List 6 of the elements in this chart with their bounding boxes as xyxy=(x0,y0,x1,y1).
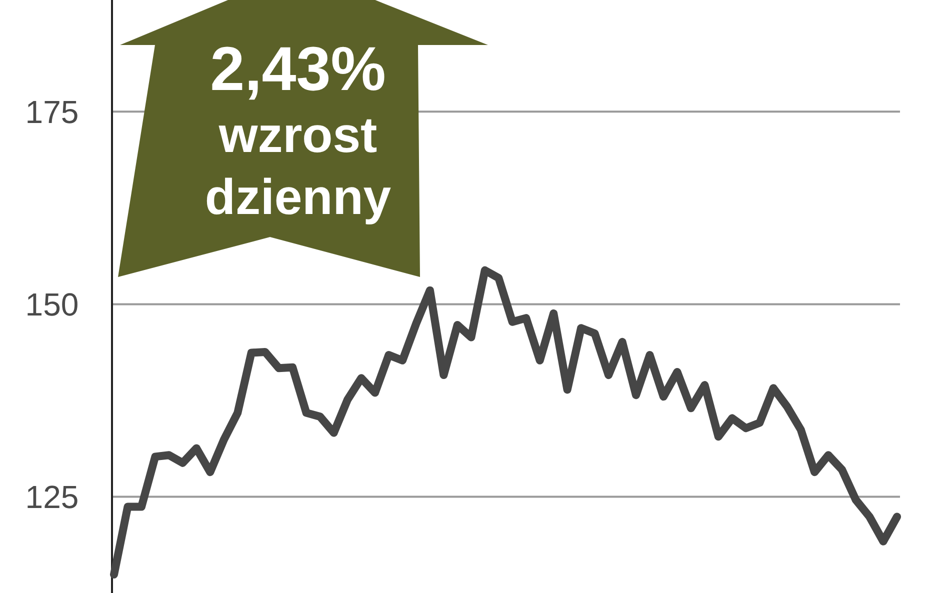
annotation: dzienny xyxy=(204,169,392,225)
annotation: wzrost xyxy=(218,107,378,163)
y-tick-label: 150 xyxy=(25,286,79,322)
y-tick-label: 175 xyxy=(25,94,79,130)
annotation: 2,43% xyxy=(210,35,386,104)
y-tick-label: 125 xyxy=(25,478,79,515)
